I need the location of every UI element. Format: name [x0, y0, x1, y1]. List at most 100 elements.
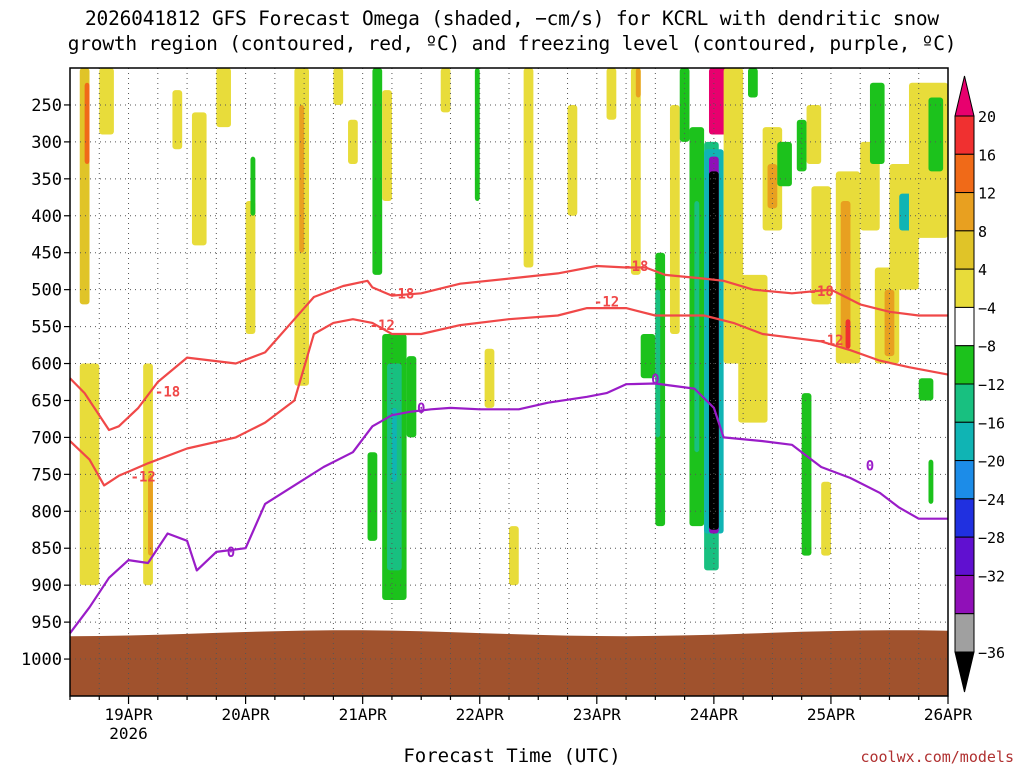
omega-cell: [191, 112, 207, 246]
contour-line--12: [69, 307, 949, 487]
contour-label: 0: [866, 458, 874, 474]
y-tick-label: 900: [31, 576, 62, 596]
y-tick-label: 950: [31, 613, 62, 633]
x-axis-title: Forecast Time (UTC): [403, 745, 621, 767]
colorbar-label: −4: [978, 299, 996, 317]
contour-label-layer: -18 -12 0 -18 -12 0 -12 -18 0 -18 -12 0: [131, 259, 875, 561]
colorbar: 20 16 12 8 4 −4 −8 −12 −16 −20 −24 −28 −32 −36: [954, 75, 1005, 693]
contour-label: 0: [417, 401, 425, 417]
omega-cell: [509, 526, 519, 586]
omega-cell: [669, 104, 680, 334]
omega-cell: [216, 68, 231, 128]
omega-cell: [567, 104, 578, 216]
omega-cell: [348, 119, 358, 165]
omega-cell: [679, 68, 690, 142]
colorbar-swatch: [954, 460, 975, 500]
contour-label: -12: [370, 318, 395, 334]
omega-cell: [245, 200, 256, 334]
colorbar-label: 4: [978, 261, 987, 279]
y-tick-label: 800: [31, 502, 62, 522]
omega-cell: [391, 407, 397, 482]
contour-label: -12: [594, 294, 619, 310]
colorbar-label: −32: [978, 567, 1005, 585]
omega-cell: [382, 90, 392, 201]
x-tick-label: 21APR: [339, 705, 388, 724]
y-tick-label: 1000: [21, 650, 62, 670]
credit-link[interactable]: coolwx.com/models: [860, 748, 1014, 766]
contour-label: -18: [155, 385, 180, 401]
title-line-2: growth region (contoured, red, ºC) and f…: [67, 32, 957, 55]
omega-cell: [708, 171, 719, 530]
colorbar-label: 16: [978, 146, 996, 164]
y-tick-label: 750: [31, 465, 62, 485]
x-tick-label: 23APR: [573, 705, 622, 724]
contour-label: -18: [809, 284, 834, 300]
colorbar-label: 12: [978, 185, 996, 203]
omega-cell: [484, 348, 495, 408]
omega-cell: [148, 474, 153, 556]
omega-cell: [840, 200, 851, 349]
omega-cell: [367, 452, 378, 541]
chart-title: 2026041812 GFS Forecast Omega (shaded, −…: [0, 6, 1024, 56]
colorbar-label: 8: [978, 223, 987, 241]
colorbar-swatch: [954, 230, 975, 270]
omega-cell: [406, 356, 417, 438]
omega-cell: [333, 68, 344, 105]
omega-cell: [640, 333, 656, 379]
colorbar-swatch: [954, 153, 975, 194]
omega-cell: [918, 378, 934, 401]
omega-cell: [723, 68, 744, 364]
colorbar-swatch: [954, 421, 975, 462]
y-tick-label: 250: [31, 96, 62, 116]
omega-cell: [474, 68, 480, 201]
colorbar-label: −16: [978, 414, 1005, 432]
omega-cell: [606, 68, 617, 120]
colorbar-swatch: [954, 268, 975, 308]
colorbar-swatch: [954, 192, 975, 232]
x-tick-label: 19APR: [104, 705, 153, 724]
colorbar-label: −8: [978, 338, 996, 356]
contour-layer: [69, 264, 949, 634]
y-tick-label: 500: [31, 281, 62, 301]
contour-label: -12: [818, 333, 843, 349]
omega-cell: [655, 289, 661, 438]
x-tick-label: 25APR: [807, 705, 856, 724]
omega-cell: [796, 119, 807, 172]
colorbar-swatch: [954, 115, 975, 155]
y-tick-label: 300: [31, 133, 62, 153]
omega-cell: [928, 97, 944, 172]
contour-label: -18: [389, 286, 414, 302]
omega-cell: [79, 363, 100, 586]
colorbar-swatch: [954, 383, 975, 423]
contour-line-0: [69, 382, 948, 634]
omega-cell: [777, 141, 792, 187]
colorbar-top-arrow: [954, 75, 975, 117]
omega-cell: [372, 68, 383, 275]
y-tick-label: 400: [31, 207, 62, 227]
x-tick-label: 24APR: [690, 705, 739, 724]
omega-cell: [250, 156, 256, 216]
y-tick-label: 650: [31, 391, 62, 411]
colorbar-swatch: [954, 345, 975, 385]
x-tick-label: 22APR: [456, 705, 505, 724]
y-tick-label: 550: [31, 318, 62, 338]
omega-cell: [928, 459, 934, 504]
x-tick-label: 20APR: [222, 705, 271, 724]
omega-cell: [748, 68, 758, 98]
colorbar-label: −20: [978, 453, 1005, 471]
colorbar-label: 20: [978, 108, 996, 126]
colorbar-swatch: [954, 613, 975, 653]
x-tick-label: 26APR: [924, 705, 973, 724]
contour-label: -18: [623, 259, 648, 275]
omega-cell: [884, 289, 895, 357]
contour-label: 0: [227, 545, 235, 561]
colorbar-swatch: [954, 498, 975, 538]
y-tick-label: 450: [31, 244, 62, 264]
y-tick-label: 850: [31, 539, 62, 559]
colorbar-label: −36: [978, 644, 1005, 662]
omega-cell: [806, 104, 822, 165]
contour-label: -12: [131, 470, 156, 486]
title-line-1: 2026041812 GFS Forecast Omega (shaded, −…: [85, 7, 939, 30]
